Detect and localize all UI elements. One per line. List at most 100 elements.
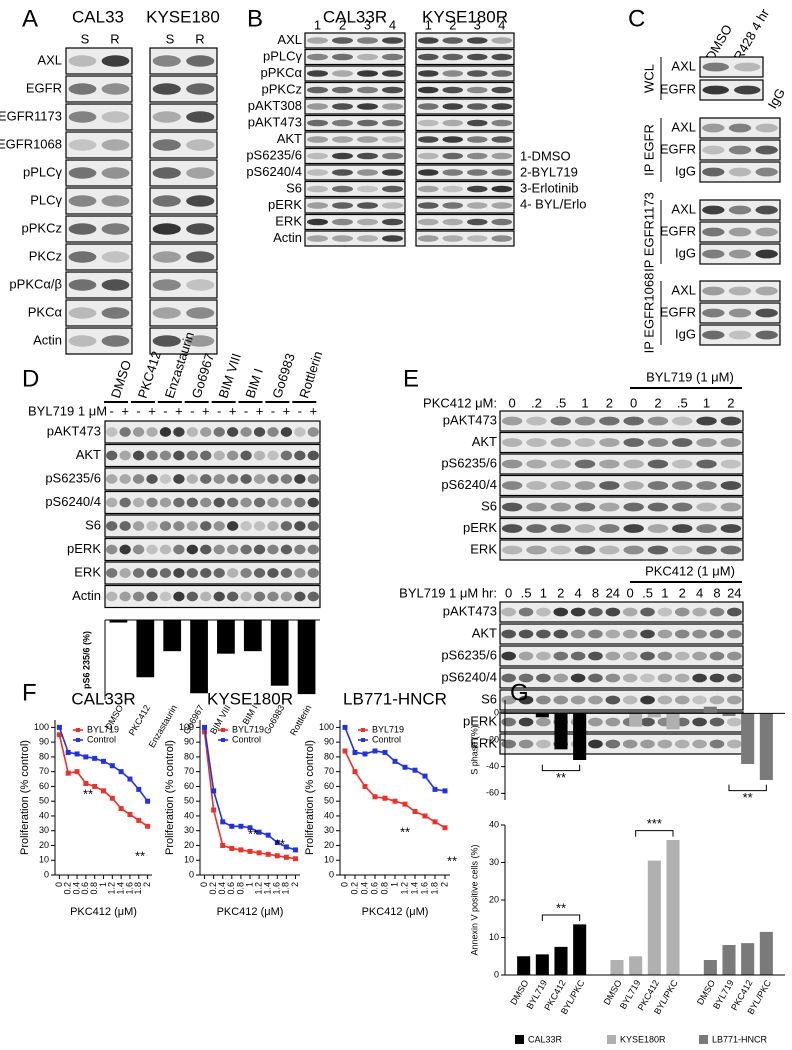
blot-band xyxy=(152,307,181,319)
blot-band xyxy=(152,139,181,151)
blot-band xyxy=(466,235,488,242)
annotation: ** xyxy=(275,836,285,851)
blot-band xyxy=(200,521,212,531)
lane-label: 0 xyxy=(630,395,637,410)
row-label: pS6240/4 xyxy=(45,494,101,509)
data-point xyxy=(422,813,428,819)
blot-band xyxy=(442,235,464,242)
blot-band xyxy=(574,481,596,490)
blot-box xyxy=(699,79,764,101)
lane-label: R428 4 hr xyxy=(731,6,773,64)
y-tick-label: 10 xyxy=(184,855,194,865)
blot-band xyxy=(132,427,145,437)
lane-label: 1 xyxy=(581,395,588,410)
blot-band xyxy=(382,37,403,44)
data-point xyxy=(145,823,151,829)
blot-band xyxy=(186,139,215,151)
data-point xyxy=(65,770,71,776)
row-label: AXL xyxy=(671,282,696,297)
blot-band xyxy=(640,607,655,617)
blot-band xyxy=(702,85,729,95)
blot-band xyxy=(357,37,378,44)
blot-band xyxy=(227,521,239,531)
blot-band xyxy=(227,544,239,555)
lane-label: 1 xyxy=(425,17,432,32)
blot-band xyxy=(709,739,725,749)
blot-band xyxy=(692,739,707,749)
data-point xyxy=(127,776,133,782)
blot-box xyxy=(104,514,321,538)
blot-band xyxy=(307,103,328,110)
blot-band xyxy=(186,521,198,531)
annotation: *** xyxy=(647,816,662,831)
blot-band xyxy=(442,53,464,61)
y-tick-label: 20 xyxy=(39,840,49,850)
blot-band xyxy=(307,544,319,555)
blot-band xyxy=(186,279,215,291)
blot-band xyxy=(553,651,569,661)
blot-band xyxy=(657,629,673,639)
blot-band xyxy=(727,739,742,749)
y-tick-label: 80 xyxy=(39,751,49,761)
blot-band xyxy=(647,459,669,469)
row-label: IgG xyxy=(675,326,696,341)
blot-band xyxy=(240,568,252,578)
blot-band xyxy=(491,185,513,193)
data-point xyxy=(292,847,298,853)
blot-band xyxy=(709,607,725,617)
bar xyxy=(535,954,549,975)
blot-band xyxy=(605,717,621,727)
bar xyxy=(109,620,128,623)
data-point xyxy=(247,848,253,854)
blot-band xyxy=(692,629,707,639)
y-tick-label: 100 xyxy=(319,722,334,732)
x-tick-label: 0.2 xyxy=(208,882,218,895)
blot-band xyxy=(417,37,439,44)
lane-label: 2 xyxy=(557,585,564,600)
blot-band xyxy=(709,717,725,727)
blot-band xyxy=(186,450,198,461)
blot-band xyxy=(672,438,693,447)
blot-band xyxy=(382,70,403,77)
sign-label: + xyxy=(202,403,210,418)
blot-band xyxy=(696,524,717,533)
y-tick-label: 60 xyxy=(324,781,334,791)
row-label: AKT xyxy=(277,131,302,146)
blot-band xyxy=(106,427,118,437)
blot-band xyxy=(501,651,516,661)
legend-label: BYL719 xyxy=(87,724,119,734)
y-tick-label: 0 xyxy=(329,869,334,879)
lane-label: 2 xyxy=(339,17,346,32)
data-point xyxy=(283,844,289,850)
x-tick-label: 2 xyxy=(142,882,152,887)
blot-band xyxy=(213,544,225,555)
sign-label: + xyxy=(256,403,264,418)
lane-label: 2 xyxy=(727,395,734,410)
data-point xyxy=(65,749,71,755)
blot-band xyxy=(702,249,725,259)
blot-band xyxy=(588,607,603,617)
x-tick-label: 0 xyxy=(339,882,349,887)
blot-band xyxy=(696,545,717,555)
bar xyxy=(535,713,549,718)
data-point xyxy=(432,819,438,825)
blot-band xyxy=(755,249,778,259)
blot-band xyxy=(253,521,266,531)
blot-band xyxy=(68,167,97,179)
row-label: pAKT473 xyxy=(47,423,101,438)
blot-band xyxy=(307,568,319,578)
blot-band xyxy=(68,279,97,291)
x-tick-label: 1.6 xyxy=(272,882,282,895)
blot-band xyxy=(307,235,328,242)
blot-band xyxy=(570,629,586,639)
blot-band xyxy=(146,521,158,531)
lane-label: 1 xyxy=(661,585,668,600)
sign-label: - xyxy=(163,403,167,418)
blot-box xyxy=(304,147,406,165)
blot-box xyxy=(304,114,406,132)
chart-title: CAL33R xyxy=(71,689,135,708)
blot-box xyxy=(415,213,515,231)
row-label: ERK xyxy=(275,213,302,228)
blot-band xyxy=(491,218,513,226)
blot-band xyxy=(307,53,328,61)
